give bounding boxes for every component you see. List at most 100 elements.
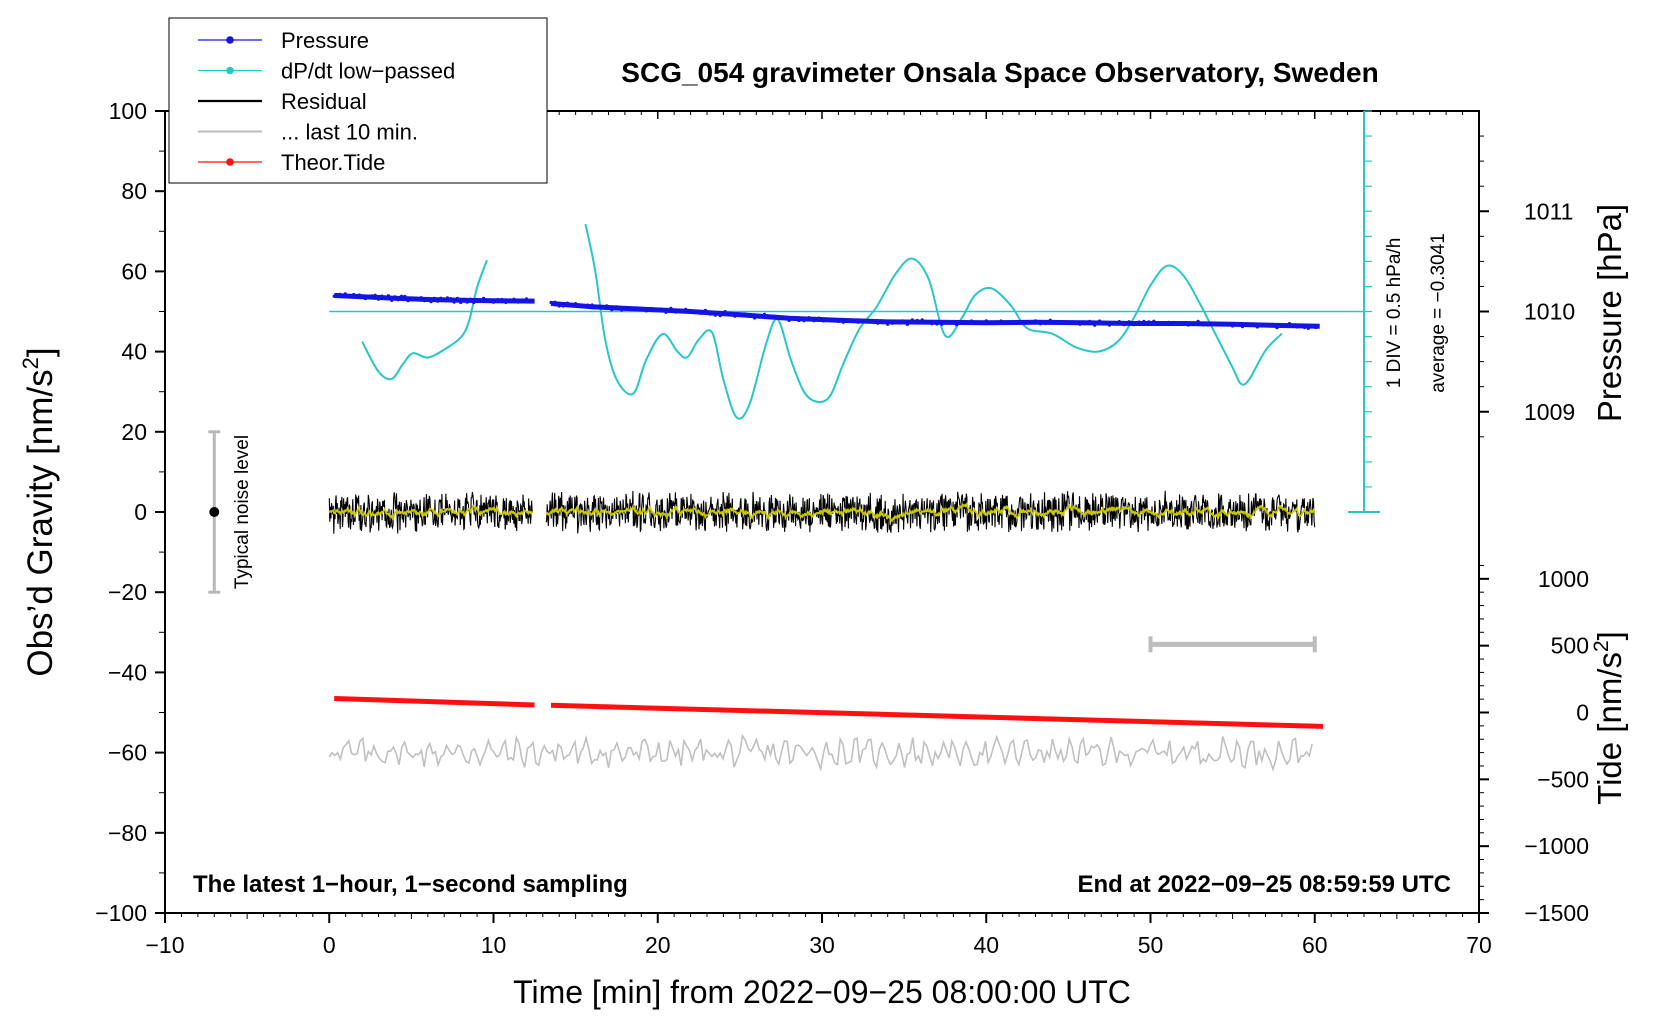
y-axis-label-tide-end: ] bbox=[1591, 631, 1628, 640]
pressure-point bbox=[955, 323, 959, 327]
y-tick-label: −60 bbox=[108, 740, 147, 766]
pressure-point bbox=[416, 298, 420, 302]
pressure-point bbox=[488, 298, 492, 303]
pressure-point bbox=[386, 294, 390, 298]
pressure-point bbox=[1122, 323, 1126, 327]
pressure-point bbox=[876, 321, 880, 325]
pressure-point bbox=[1216, 323, 1220, 327]
pressure-point bbox=[422, 299, 427, 303]
pressure-point bbox=[886, 322, 890, 326]
pressure-point bbox=[491, 300, 496, 304]
x-tick-label: 10 bbox=[481, 932, 507, 958]
y-axis-label-tide-main: Tide [nm/s bbox=[1591, 652, 1628, 805]
pressure-point bbox=[1107, 323, 1111, 327]
pressure-point bbox=[748, 314, 752, 318]
pressure-point bbox=[349, 295, 353, 299]
pressure-point bbox=[807, 316, 811, 320]
pressure-point bbox=[383, 296, 387, 300]
pressure-point bbox=[1314, 325, 1318, 330]
pressure-point bbox=[1310, 325, 1314, 329]
pressure-point bbox=[964, 320, 969, 324]
y-axis-label-left: Obs’d Gravity [nm/s2] bbox=[18, 347, 60, 676]
pressure-point bbox=[1291, 323, 1295, 327]
pressure-point bbox=[1162, 321, 1166, 325]
pressure-point bbox=[482, 296, 486, 300]
pressure-line bbox=[550, 301, 1320, 329]
pressure-point bbox=[485, 298, 489, 302]
pressure-point bbox=[1029, 320, 1033, 324]
tide-tick-label: −1500 bbox=[1524, 900, 1589, 926]
pressure-point bbox=[1284, 323, 1288, 327]
y-tick-label: 20 bbox=[121, 419, 147, 445]
pressure-point bbox=[1053, 321, 1057, 325]
pressure-point bbox=[367, 295, 371, 299]
pressure-point bbox=[475, 298, 479, 303]
pressure-point bbox=[1299, 323, 1303, 327]
y-tick-label: 40 bbox=[121, 339, 147, 365]
pressure-point bbox=[733, 314, 737, 318]
pressure-point bbox=[354, 294, 359, 298]
pressure-point bbox=[1211, 322, 1215, 326]
tide-tick-label: −500 bbox=[1537, 766, 1589, 792]
pressure-point bbox=[762, 312, 767, 316]
last-10-min-line bbox=[328, 733, 1313, 772]
pressure-point bbox=[703, 308, 708, 312]
pressure-point bbox=[338, 292, 342, 296]
pressure-point bbox=[1275, 326, 1279, 330]
pressure-point bbox=[462, 297, 466, 301]
pressure-point bbox=[468, 297, 473, 301]
pressure-point bbox=[738, 313, 742, 317]
x-tick-label: 70 bbox=[1466, 932, 1492, 958]
pressure-point bbox=[812, 319, 816, 323]
pressure-point bbox=[787, 318, 791, 322]
pressure-point bbox=[979, 321, 983, 325]
pressure-point bbox=[496, 298, 500, 302]
pressure-point bbox=[905, 322, 910, 326]
pressure-point bbox=[994, 320, 998, 324]
pressure-point bbox=[403, 294, 407, 298]
pressure-point bbox=[478, 299, 482, 303]
x-tick-label: 0 bbox=[323, 932, 336, 958]
pressure-point bbox=[1102, 321, 1107, 325]
pressure-point bbox=[449, 297, 453, 301]
residual-line bbox=[545, 490, 1316, 534]
x-tick-label: 20 bbox=[645, 932, 671, 958]
pressure-point bbox=[1306, 326, 1310, 330]
pressure-point bbox=[1147, 320, 1151, 324]
pressure-point bbox=[620, 308, 624, 312]
pressure-point bbox=[1078, 322, 1082, 326]
pressure-point bbox=[896, 321, 900, 325]
tide-tick-label: −1000 bbox=[1524, 833, 1589, 859]
pressure-point bbox=[396, 298, 400, 302]
y-tick-label: −20 bbox=[108, 579, 147, 605]
pressure-point bbox=[516, 300, 520, 304]
pressure-point bbox=[935, 322, 939, 326]
legend-label: Residual bbox=[281, 89, 367, 114]
pressure-point bbox=[1024, 320, 1028, 324]
x-tick-label: 60 bbox=[1302, 932, 1328, 958]
pressure-tick-label: 1009 bbox=[1524, 399, 1575, 425]
pressure-point bbox=[1152, 319, 1156, 323]
pressure-point bbox=[1196, 319, 1200, 323]
pressure-point bbox=[360, 294, 364, 298]
pressure-point bbox=[357, 293, 361, 297]
pressure-point bbox=[713, 313, 717, 317]
pressure-point bbox=[455, 296, 459, 300]
pressure-point bbox=[590, 303, 594, 307]
y-axis-label-pressure: Pressure [hPa] bbox=[1591, 204, 1628, 422]
pressure-point bbox=[743, 312, 747, 316]
y-axis-label-left-main: Obs’d Gravity [nm/s bbox=[21, 369, 60, 676]
pressure-point bbox=[1112, 321, 1116, 326]
pressure-point bbox=[1303, 325, 1307, 330]
pressure-point bbox=[561, 304, 565, 308]
pressure-point bbox=[925, 320, 929, 324]
pressure-point bbox=[841, 320, 846, 324]
x-axis-label: Time [min] from 2022−09−25 08:00:00 UTC bbox=[513, 974, 1131, 1010]
pressure-point bbox=[723, 310, 727, 314]
pressure-point bbox=[910, 318, 914, 322]
pressure-point bbox=[504, 300, 508, 304]
pressure-point bbox=[999, 319, 1003, 323]
legend: Pressure dP/dt low−passed Residual ... last… bbox=[168, 17, 548, 184]
residual-smoothed-line bbox=[545, 501, 1316, 523]
noise-level-label: Typical noise level bbox=[232, 435, 253, 589]
